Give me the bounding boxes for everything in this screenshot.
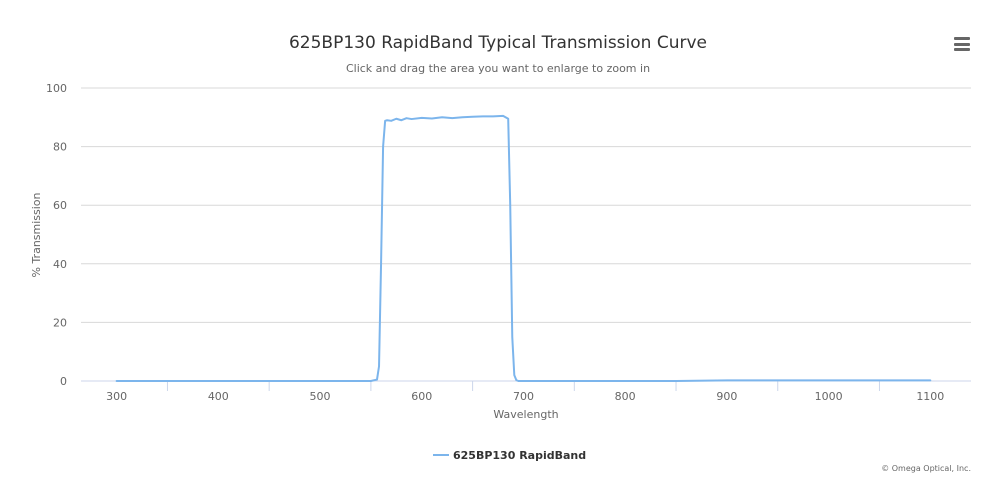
y-tick-label: 20	[53, 316, 67, 329]
x-tick-label: 900	[716, 390, 737, 403]
y-tick-label: 100	[46, 82, 67, 95]
y-tick-label: 80	[53, 141, 67, 154]
x-tick-label: 600	[411, 390, 432, 403]
y-tick-label: 0	[60, 375, 67, 388]
y-tick-label: 60	[53, 199, 67, 212]
y-axis: 0 20 40 60 80 100	[46, 82, 67, 388]
y-tick-label: 40	[53, 258, 67, 271]
y-axis-title: % Transmission	[30, 192, 43, 277]
x-axis-title: Wavelength	[493, 408, 558, 421]
x-tick-label: 800	[615, 390, 636, 403]
x-tick-label: 1000	[815, 390, 843, 403]
x-tick-label: 500	[310, 390, 331, 403]
plot-area[interactable]	[115, 114, 932, 382]
chart-subtitle: Click and drag the area you want to enla…	[346, 62, 650, 75]
x-tick-label: 700	[513, 390, 534, 403]
hamburger-menu-icon[interactable]	[950, 34, 974, 54]
x-tick-label: 300	[106, 390, 127, 403]
credits[interactable]: © Omega Optical, Inc.	[881, 464, 971, 473]
grid	[81, 87, 971, 323]
series-line[interactable]	[115, 114, 932, 382]
legend-item-label[interactable]: 625BP130 RapidBand	[453, 449, 586, 462]
chart-title: 625BP130 RapidBand Typical Transmission …	[289, 33, 707, 53]
legend[interactable]: 625BP130 RapidBand	[433, 449, 586, 462]
x-axis: 300 400 500 600 700 800 900 1000 1100	[81, 380, 971, 403]
x-tick-label: 1100	[916, 390, 944, 403]
x-tick-label: 400	[208, 390, 229, 403]
